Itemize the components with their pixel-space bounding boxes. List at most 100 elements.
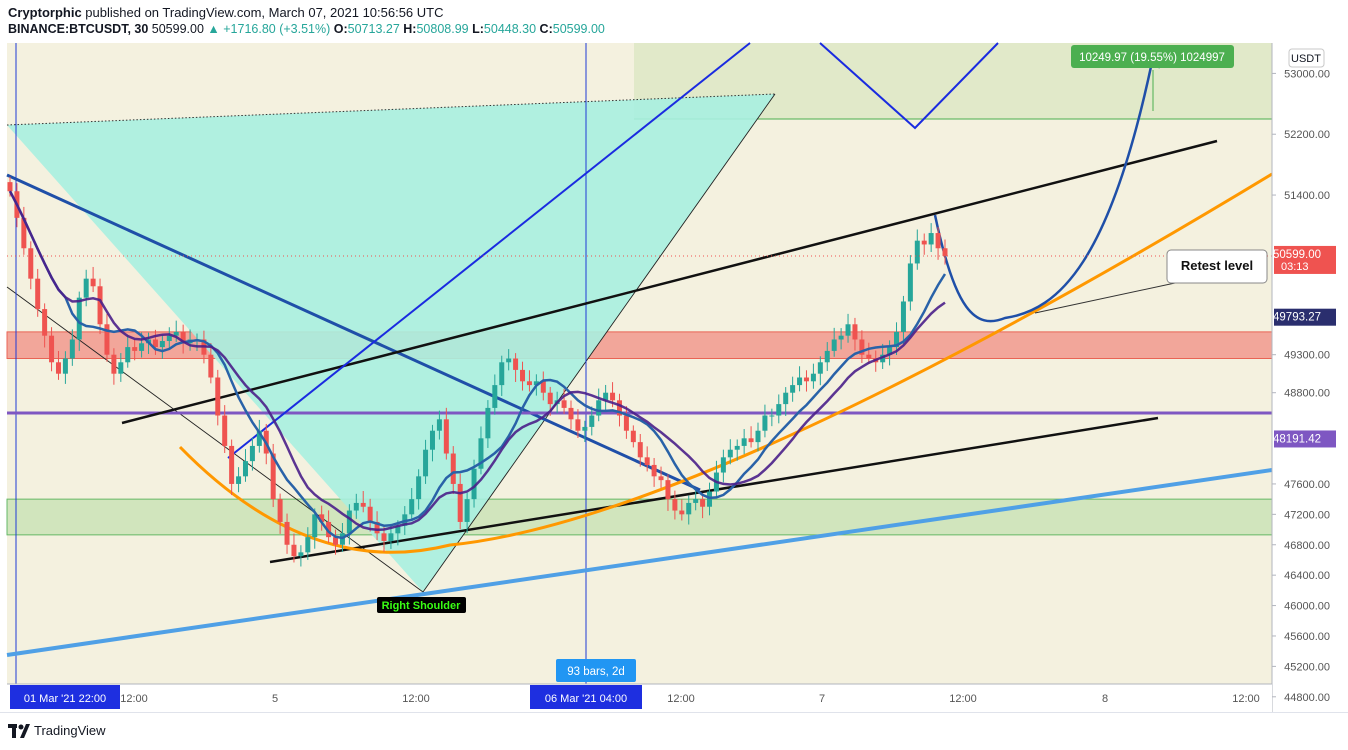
candle-body — [651, 464, 657, 477]
candle-body — [561, 400, 567, 408]
candle-body — [596, 400, 602, 416]
candle-body — [305, 537, 311, 553]
time-range-marker[interactable] — [530, 685, 642, 709]
price-label-box — [1274, 430, 1336, 448]
x-tick-label: 12:00 — [120, 693, 148, 705]
candle-body — [436, 419, 442, 431]
candle-body — [298, 552, 304, 557]
x-tick-label: 12:00 — [667, 693, 695, 705]
pattern-triangle — [7, 94, 775, 592]
candle-body — [741, 438, 747, 446]
candle-body — [457, 483, 463, 522]
high-value: 50808.99 — [416, 22, 469, 36]
candle-body — [499, 362, 505, 386]
candle-body — [665, 480, 671, 500]
candle-body — [159, 341, 165, 348]
price-label-value: 48191.42 — [1273, 433, 1321, 445]
candle-body — [471, 468, 477, 500]
time-range-marker[interactable] — [10, 685, 120, 709]
candle-body — [152, 339, 158, 348]
candle-body — [658, 476, 664, 481]
candle-body — [589, 415, 595, 427]
candle-body — [610, 392, 616, 401]
price-label-countdown: 03:13 — [1281, 261, 1309, 273]
triangle-top-edge — [6, 93, 776, 126]
candle-body — [222, 415, 228, 446]
y-tick-label: 44800.00 — [1284, 692, 1330, 704]
y-tick-label: 51400.00 — [1284, 190, 1330, 202]
projected-path — [933, 61, 1154, 323]
low-value: 50448.30 — [483, 22, 537, 36]
support-zone — [6, 498, 1273, 536]
candle-body — [49, 335, 55, 363]
candle-body — [769, 415, 775, 417]
candle-body — [62, 358, 68, 374]
candle-body — [894, 331, 900, 348]
y-tick-label: 46000.00 — [1284, 601, 1330, 613]
candle-body — [914, 240, 920, 264]
moving-average-blue — [8, 190, 947, 540]
candle-body — [547, 392, 553, 405]
callout-pointer — [1034, 282, 1176, 314]
tradingview-logo[interactable]: TradingView — [8, 723, 106, 738]
candle-body — [942, 248, 948, 256]
candle-body — [478, 438, 484, 469]
candle-body — [284, 521, 290, 545]
candle-body — [838, 335, 844, 340]
candle-body — [623, 415, 629, 431]
author-name[interactable]: Cryptorphic — [8, 5, 82, 20]
candle-body — [236, 476, 242, 484]
candle-body — [35, 278, 41, 310]
price-axis[interactable] — [1272, 43, 1348, 712]
y-tick-label: 48800.00 — [1284, 388, 1330, 400]
low-label: L: — [472, 22, 484, 36]
candle-body — [776, 404, 782, 416]
candle-body — [21, 217, 27, 249]
retest-callout-text: Retest level — [1181, 258, 1253, 273]
candle-body — [506, 358, 512, 363]
candle-body — [616, 400, 622, 416]
candle-body — [28, 248, 34, 279]
candle-body — [215, 377, 221, 416]
y-tick-label: 53000.00 — [1284, 68, 1330, 80]
orange-curve — [178, 172, 1273, 554]
price-chart[interactable]: USDT 53000.00 52200.00 51400.00 49300.00 4880… — [0, 0, 1348, 712]
y-tick-label: 52200.00 — [1284, 129, 1330, 141]
candle-body — [644, 457, 650, 465]
candle-body — [381, 533, 387, 541]
x-tick-label: 7 — [819, 693, 825, 705]
candle-body — [720, 457, 726, 473]
candle-body — [679, 510, 685, 515]
candle-body — [686, 502, 692, 515]
candle-body — [762, 415, 768, 431]
candle-body — [55, 362, 61, 374]
candle-body — [76, 297, 82, 340]
x-tick-label: 12:00 — [1232, 693, 1260, 705]
x-tick-label: 01 Mar '21 22:00 — [24, 693, 106, 705]
candle-body — [450, 453, 456, 484]
close-value: 50599.00 — [552, 22, 605, 36]
y-tick-label: 45200.00 — [1284, 661, 1330, 673]
blue-v-shape — [819, 42, 999, 130]
last-price: 50599.00 — [151, 22, 204, 36]
candle-body — [208, 354, 214, 378]
candle-body — [568, 407, 574, 420]
candle-body — [734, 445, 740, 450]
candle-body — [409, 499, 415, 515]
y-tick-label: 47600.00 — [1284, 479, 1330, 491]
candle-body — [464, 499, 470, 522]
candle-body — [180, 331, 186, 344]
candle-body — [270, 453, 276, 500]
y-tick-label: 46400.00 — [1284, 570, 1330, 582]
price-label-value: 50599.00 — [1273, 249, 1321, 261]
candle-body — [540, 381, 546, 393]
currency-badge[interactable] — [1288, 48, 1325, 68]
moving-average-purple — [8, 190, 946, 532]
candle-body — [797, 377, 803, 386]
candle-body — [312, 514, 318, 538]
candle-body — [748, 438, 754, 443]
candle-body — [319, 514, 325, 522]
symbol-header: BINANCE:BTCUSDT, 30 50599.00 ▲ +1716.80 … — [8, 22, 605, 36]
candle-body — [83, 278, 89, 298]
retest-callout-box — [1166, 249, 1268, 284]
